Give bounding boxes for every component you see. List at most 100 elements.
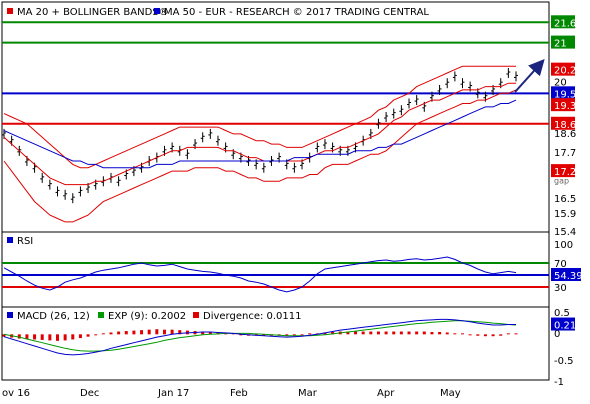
divergence-bar	[94, 334, 98, 336]
divergence-bar	[71, 334, 75, 340]
price-series	[2, 65, 518, 223]
legend-swatch-divergence	[193, 312, 199, 318]
divergence-bar	[162, 329, 166, 335]
value-tag-bg	[551, 164, 575, 178]
divergence-bar	[506, 333, 510, 335]
legend-swatch-ma50	[154, 8, 160, 14]
divergence-bar	[155, 329, 159, 335]
divergence-bar	[178, 330, 182, 335]
price-tick-label: 15.9	[554, 209, 576, 220]
divergence-bar	[101, 333, 105, 335]
ma20-line	[3, 82, 516, 186]
macd-tick-label: -1	[554, 377, 564, 388]
divergence-bar	[63, 334, 67, 341]
divergence-bar	[407, 331, 411, 335]
level-label: 19.5	[554, 89, 576, 100]
divergence-bar	[384, 331, 388, 335]
divergence-bar	[399, 331, 403, 335]
x-tick-label: Mar	[298, 388, 318, 399]
level-label: 21.6	[554, 18, 576, 29]
legend-swatch-ma20	[7, 8, 13, 14]
divergence-bar	[25, 334, 29, 339]
macd-legend: MACD (26, 12) EXP (9): 0.2002 Divergence…	[7, 311, 302, 322]
legend-macd: MACD (26, 12)	[17, 311, 90, 322]
macd-tick-label: -0.5	[554, 356, 574, 367]
value-tag: 20.2	[554, 66, 576, 77]
legend-divergence: Divergence: 0.0111	[203, 311, 302, 322]
divergence-bar	[40, 334, 44, 340]
divergence-bar	[262, 334, 266, 336]
macd-value-tag-bg	[551, 317, 575, 331]
divergence-bar	[422, 331, 426, 335]
divergence-bar	[430, 332, 434, 335]
x-tick-label: Apr	[377, 388, 395, 399]
rsi-tick-label: 70	[554, 259, 567, 270]
divergence-bar	[369, 331, 373, 335]
divergence-bar	[292, 334, 296, 336]
macd-y-axis: 0.5 0 -0.5 -1	[554, 308, 574, 388]
divergence-bar	[140, 330, 144, 335]
x-tick-label: May	[440, 388, 461, 399]
divergence-bar	[331, 332, 335, 335]
divergence-bar	[33, 334, 37, 340]
macd-layer: 0.21	[2, 317, 576, 356]
divergence-bar	[514, 333, 518, 335]
divergence-bar	[453, 333, 457, 335]
divergence-bar	[376, 331, 380, 335]
divergence-bar	[48, 334, 52, 341]
macd-signal-line	[3, 320, 517, 352]
price-legend: MA 20 + BOLLINGER BANDS® MA 50 - EUR - R…	[7, 7, 429, 18]
divergence-bar	[354, 331, 358, 335]
divergence-bar	[461, 333, 465, 335]
divergence-bar	[285, 334, 289, 336]
divergence-bar	[445, 332, 449, 335]
rsi-line	[3, 256, 517, 293]
divergence-bar	[2, 334, 6, 337]
divergence-bar	[483, 334, 487, 337]
price-tick-label: 15.4	[554, 227, 576, 238]
divergence-bar	[346, 331, 350, 335]
legend-swatch-exp	[98, 312, 104, 318]
rsi-panel-frame	[1, 231, 550, 308]
x-tick-label: Dec	[80, 388, 99, 399]
divergence-bar	[438, 332, 442, 335]
time-axis: ov 16 Dec Jan 17 Feb Mar Apr May	[2, 388, 461, 399]
x-tick-label: Feb	[230, 388, 248, 399]
divergence-bar	[499, 334, 503, 336]
rsi-tick-label: 100	[554, 240, 573, 251]
x-tick-label: Jan 17	[157, 388, 189, 399]
ma50-line	[3, 99, 517, 169]
divergence-bar	[468, 334, 472, 336]
forecast-arrow	[514, 59, 545, 93]
legend-swatch-rsi	[7, 237, 13, 243]
price-levels: 21.6 21 19.5 18.6	[2, 15, 576, 131]
price-panel-frame	[1, 1, 550, 233]
divergence-bar	[117, 331, 121, 335]
divergence-bar	[86, 334, 90, 337]
legend-exp: EXP (9): 0.2002	[108, 311, 186, 322]
legend-ma20-bollinger: MA 20 + BOLLINGER BANDS®	[17, 7, 169, 18]
level-label-bg	[551, 35, 575, 49]
value-tag-bg	[551, 62, 575, 76]
rsi-value-tag: 54.39	[554, 271, 583, 282]
value-tag: 17.2	[554, 167, 576, 178]
divergence-bar	[132, 330, 136, 335]
macd-tick-label: 0.5	[554, 308, 570, 319]
divergence-bar	[239, 334, 243, 336]
divergence-bar	[201, 331, 205, 335]
divergence-bar	[392, 331, 396, 335]
level-label-bg	[551, 86, 575, 100]
price-tick-label: 17.7	[554, 148, 576, 159]
price-tick-label: 18.6	[554, 129, 576, 140]
rsi-layer: 54.39	[2, 256, 583, 293]
rsi-value-tag-bg	[551, 268, 581, 281]
divergence-bar	[491, 334, 495, 337]
rsi-tick-label: 30	[554, 283, 567, 294]
legend-swatch-macd	[7, 312, 13, 318]
bollinger-upper-line	[3, 65, 516, 169]
macd-line	[3, 318, 516, 356]
divergence-bar	[124, 331, 128, 335]
